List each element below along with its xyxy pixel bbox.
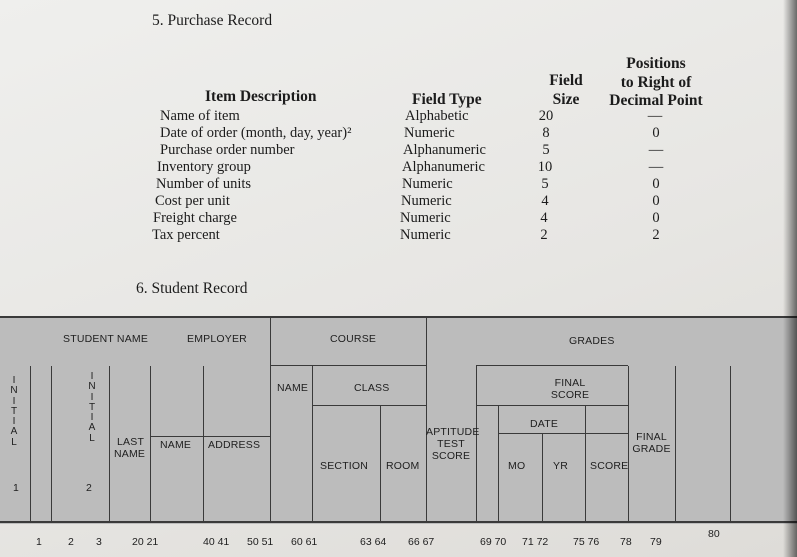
item-description-cell: Number of units (156, 176, 252, 192)
field-size-header-2: Size (552, 91, 580, 108)
column-position-number: 80 (708, 528, 720, 540)
field-size-cell: 10 (537, 159, 553, 175)
field-size-cell: 5 (541, 176, 549, 192)
decimal-positions-cell: 0 (652, 125, 660, 141)
column-position-number: 1 (36, 536, 42, 548)
item-description-header: Item Description (205, 88, 317, 105)
grades-label: GRADES (569, 335, 615, 347)
column-position-number: 40 41 (203, 536, 230, 548)
item-description-cell: Cost per unit (155, 193, 230, 209)
course-name-label: NAME (277, 382, 309, 394)
field-type-cell: Numeric (404, 125, 455, 141)
month-label: MO (508, 460, 526, 472)
positions-header-3: Decimal Point (609, 92, 703, 109)
decimal-positions-cell: 0 (652, 176, 660, 192)
student-record-heading: 6. Student Record (136, 280, 248, 297)
field-size-cell: 20 (538, 108, 554, 124)
course-label: COURSE (330, 333, 377, 345)
initial-vertical-text: I N I T I A L (88, 371, 96, 444)
column-position-number: 66 67 (408, 536, 435, 548)
initial-1-number: 1 (13, 482, 20, 494)
positions-header-2: to Right of (620, 74, 692, 91)
column-position-number: 60 61 (291, 536, 318, 548)
field-size-cell: 4 (540, 210, 548, 226)
aptitude-label-1: APTITUDE (426, 426, 480, 438)
column-position-number: 63 64 (360, 536, 387, 548)
column-position-number: 20 21 (132, 536, 159, 548)
column-position-number: 78 (620, 536, 632, 548)
room-label: ROOM (386, 460, 420, 472)
decimal-positions-cell: — (648, 159, 664, 175)
last-name-label-2: NAME (114, 448, 146, 460)
item-description-cell: Date of order (month, day, year)² (160, 125, 352, 141)
purchase-record-heading: 5. Purchase Record (152, 12, 273, 29)
item-description-cell: Purchase order number (160, 142, 295, 158)
decimal-positions-cell: — (648, 142, 664, 158)
field-type-cell: Numeric (401, 193, 452, 209)
field-type-cell: Alphabetic (405, 108, 469, 124)
item-description-cell: Inventory group (157, 159, 251, 175)
date-label: DATE (530, 418, 559, 430)
student-record-form: STUDENT NAME EMPLOYER COURSE GRADES NAME… (0, 316, 797, 524)
positions-header-1: Positions (626, 55, 686, 72)
column-position-number: 79 (650, 536, 662, 548)
student-name-label: STUDENT NAME (63, 333, 149, 345)
final-grade-label-2: GRADE (632, 443, 671, 455)
final-grade-label-1: FINAL (636, 431, 667, 443)
initial-2-number: 2 (86, 482, 93, 494)
decimal-positions-cell: — (647, 108, 663, 124)
decimal-positions-cell: 0 (652, 210, 660, 226)
item-description-cell: Freight charge (153, 210, 237, 226)
field-type-cell: Numeric (400, 210, 451, 226)
field-size-cell: 5 (542, 142, 550, 158)
field-size-cell: 2 (540, 227, 548, 243)
last-name-label-1: LAST (117, 436, 145, 448)
decimal-positions-cell: 0 (652, 193, 660, 209)
field-size-cell: 4 (541, 193, 549, 209)
item-description-cell: Name of item (160, 108, 240, 124)
field-type-cell: Numeric (400, 227, 451, 243)
final-score-label-1: FINAL (554, 377, 586, 389)
column-position-number: 75 76 (573, 536, 600, 548)
field-type-cell: Numeric (402, 176, 453, 192)
score-label: SCORE (590, 460, 629, 472)
employer-name-label: NAME (160, 439, 192, 451)
class-label: CLASS (354, 382, 390, 394)
column-position-number: 71 72 (522, 536, 549, 548)
initial-vertical-text: I N I T I A L (10, 375, 18, 448)
field-size-cell: 8 (542, 125, 550, 141)
field-type-header: Field Type (412, 91, 482, 108)
decimal-positions-cell: 2 (652, 227, 660, 243)
section-label: SECTION (320, 460, 369, 472)
column-position-number: 69 70 (480, 536, 507, 548)
final-score-label-2: SCORE (550, 389, 590, 401)
aptitude-label-3: SCORE (431, 450, 471, 462)
page-edge-shadow (783, 0, 797, 557)
field-type-cell: Alphanumeric (402, 159, 485, 175)
address-label: ADDRESS (208, 439, 261, 451)
employer-label: EMPLOYER (187, 333, 247, 345)
column-position-number: 50 51 (247, 536, 274, 548)
field-size-header-1: Field (549, 72, 583, 89)
item-description-cell: Tax percent (152, 227, 220, 243)
field-type-cell: Alphanumeric (403, 142, 486, 158)
year-label: YR (553, 460, 568, 472)
aptitude-label-2: TEST (437, 438, 465, 450)
column-position-number: 2 (68, 536, 74, 548)
column-position-number: 3 (96, 536, 102, 548)
